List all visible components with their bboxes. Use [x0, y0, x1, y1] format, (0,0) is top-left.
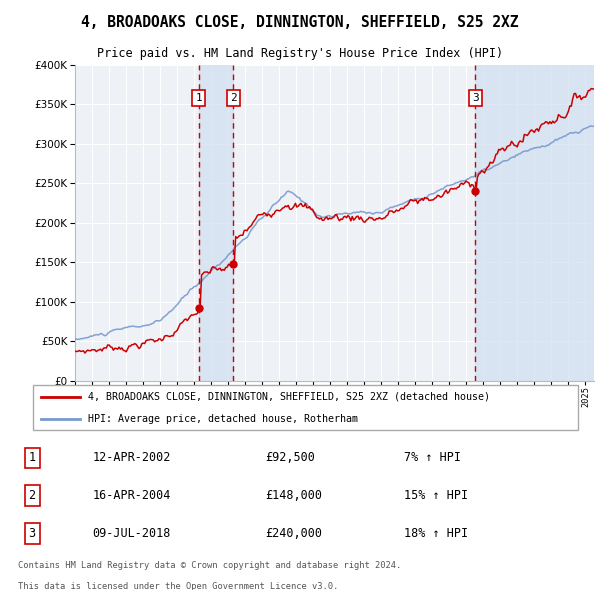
Text: 12-APR-2002: 12-APR-2002 [92, 451, 171, 464]
Text: HPI: Average price, detached house, Rotherham: HPI: Average price, detached house, Roth… [88, 414, 358, 424]
Text: This data is licensed under the Open Government Licence v3.0.: This data is licensed under the Open Gov… [18, 582, 338, 590]
Text: 09-JUL-2018: 09-JUL-2018 [92, 527, 171, 540]
Text: 18% ↑ HPI: 18% ↑ HPI [404, 527, 468, 540]
Text: 2: 2 [29, 489, 36, 502]
Point [228, 259, 238, 268]
Text: 3: 3 [472, 93, 479, 103]
FancyBboxPatch shape [33, 385, 578, 430]
Text: 2: 2 [230, 93, 236, 103]
Text: £240,000: £240,000 [265, 527, 322, 540]
Text: 1: 1 [29, 451, 36, 464]
Bar [475, 65, 594, 381]
Text: Contains HM Land Registry data © Crown copyright and database right 2024.: Contains HM Land Registry data © Crown c… [18, 562, 401, 571]
Point [470, 186, 480, 196]
Text: 15% ↑ HPI: 15% ↑ HPI [404, 489, 468, 502]
Text: £92,500: £92,500 [265, 451, 316, 464]
Text: 1: 1 [196, 93, 202, 103]
Point [194, 303, 203, 312]
Text: 4, BROADOAKS CLOSE, DINNINGTON, SHEFFIELD, S25 2XZ (detached house): 4, BROADOAKS CLOSE, DINNINGTON, SHEFFIEL… [88, 392, 490, 402]
Text: 4, BROADOAKS CLOSE, DINNINGTON, SHEFFIELD, S25 2XZ: 4, BROADOAKS CLOSE, DINNINGTON, SHEFFIEL… [81, 15, 519, 30]
Bar [577, 65, 594, 381]
Text: 3: 3 [29, 527, 36, 540]
Text: £148,000: £148,000 [265, 489, 322, 502]
Text: Price paid vs. HM Land Registry's House Price Index (HPI): Price paid vs. HM Land Registry's House … [97, 47, 503, 60]
Text: 16-APR-2004: 16-APR-2004 [92, 489, 171, 502]
Text: 7% ↑ HPI: 7% ↑ HPI [404, 451, 461, 464]
Bar [199, 65, 233, 381]
